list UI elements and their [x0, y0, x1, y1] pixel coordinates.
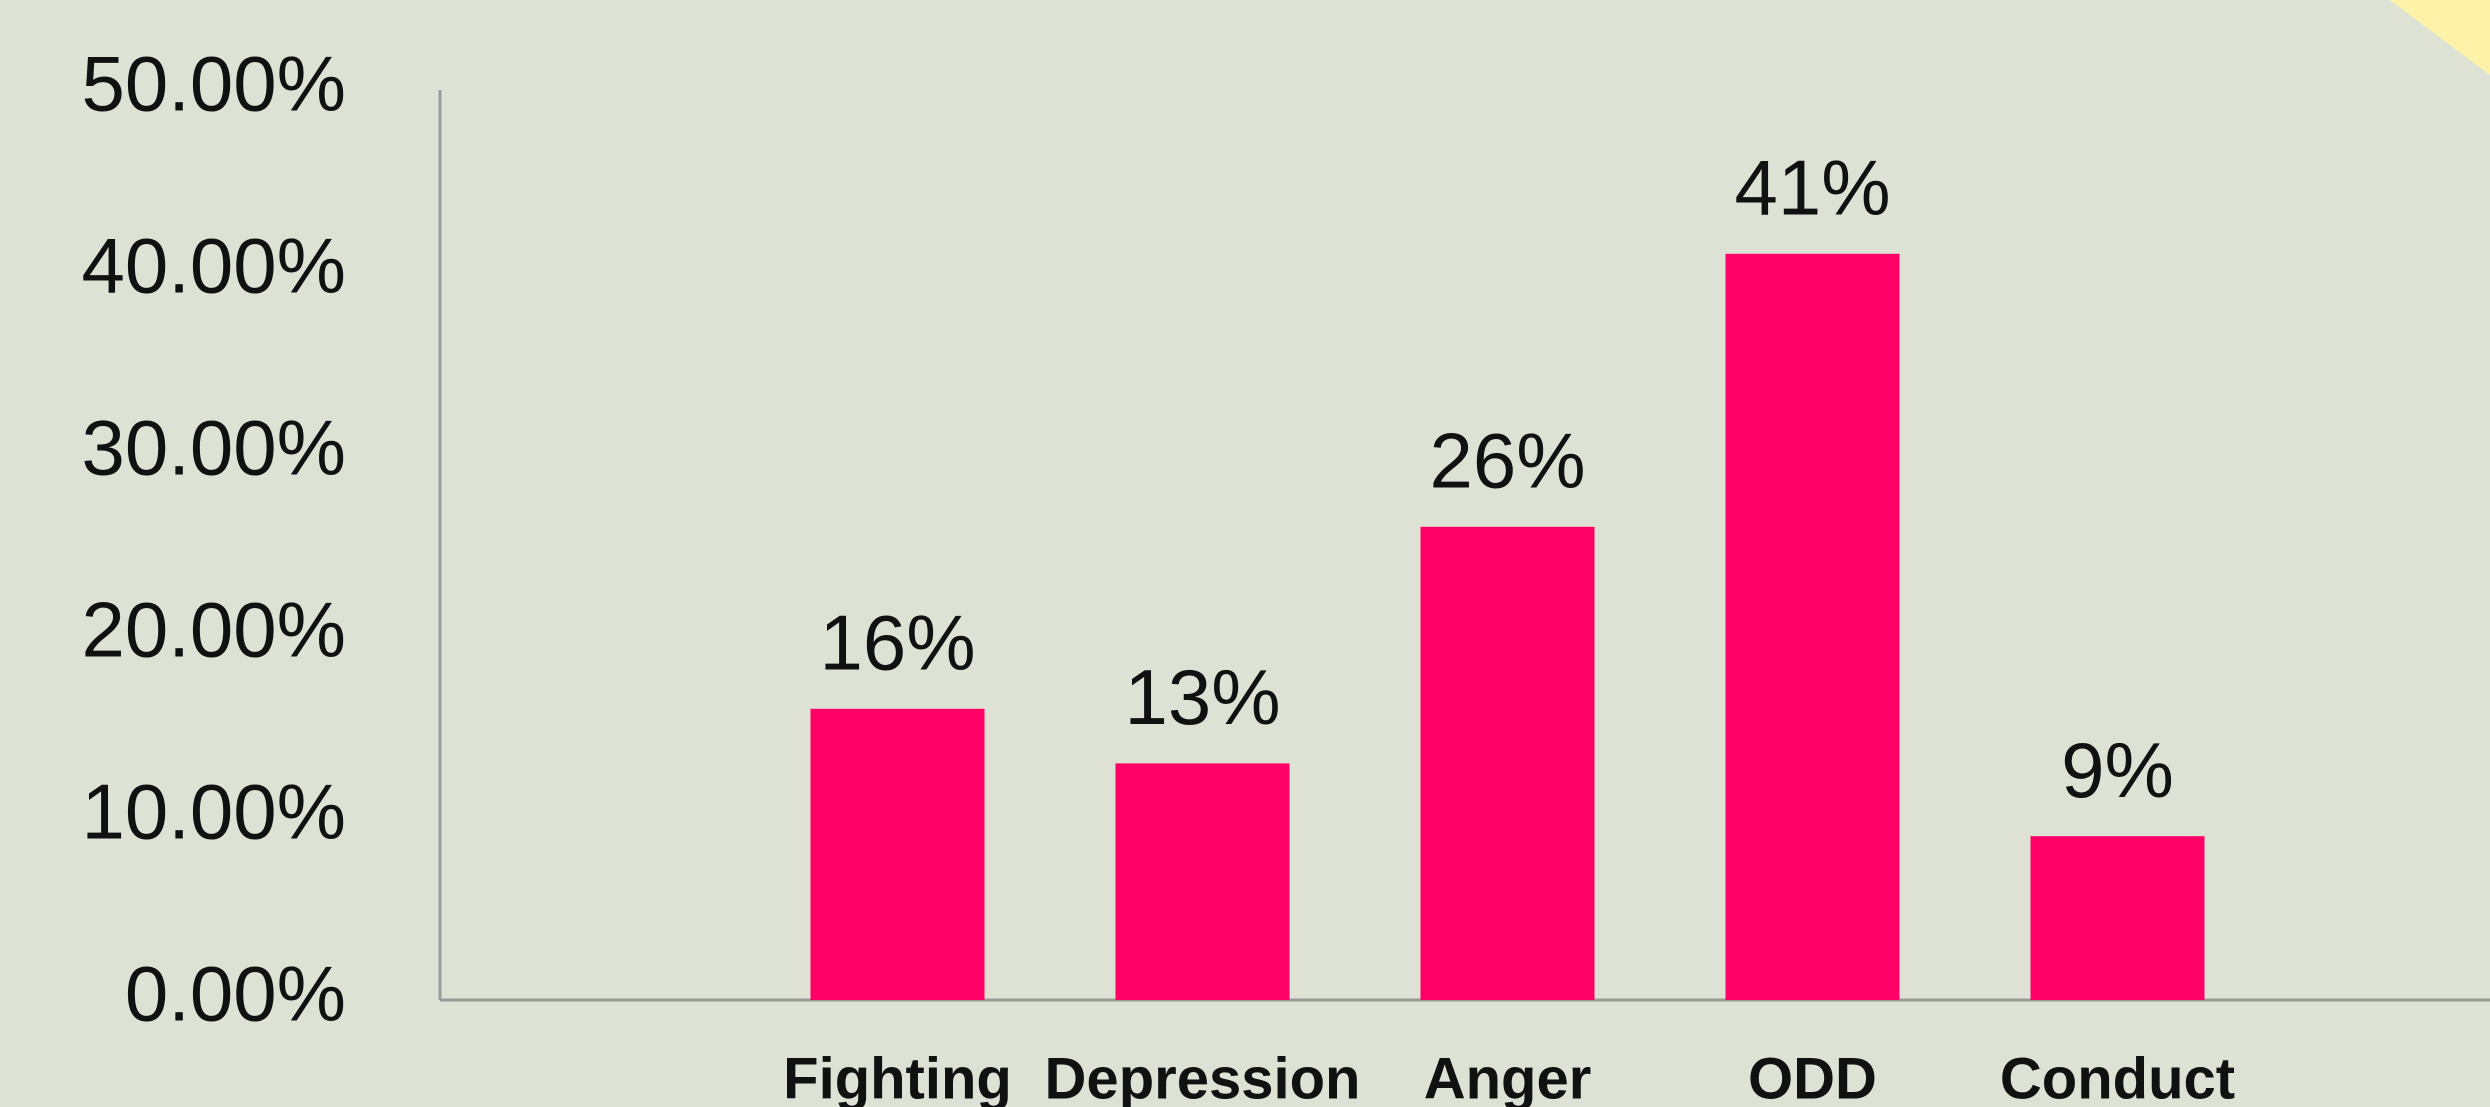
bar: [1420, 526, 1595, 1000]
y-tick-label: 20.00%: [81, 586, 346, 674]
data-label: 16%: [819, 598, 975, 686]
data-label: 9%: [2061, 726, 2174, 814]
x-tick-label: Fighting: [783, 1046, 1012, 1107]
data-label: 26%: [1429, 416, 1585, 504]
x-tick-label: Conduct: [2000, 1046, 2235, 1107]
y-tick-label: 10.00%: [81, 768, 346, 856]
x-tick-label: Anger: [1424, 1046, 1592, 1107]
y-tick-label: 40.00%: [81, 222, 346, 310]
x-tick-label: ODD: [1748, 1046, 1877, 1107]
bar: [2030, 836, 2205, 1000]
corner-decoration: [2390, 0, 2490, 75]
y-tick-label: 0.00%: [125, 950, 346, 1038]
data-label: 13%: [1124, 653, 1280, 741]
bar: [810, 708, 985, 1000]
bar: [1725, 253, 1900, 1001]
bar: [1115, 763, 1290, 1000]
y-tick-label: 30.00%: [81, 404, 346, 492]
x-tick-label: Depression: [1045, 1046, 1361, 1107]
y-tick-label: 50.00%: [81, 40, 346, 128]
data-label: 41%: [1734, 143, 1890, 231]
